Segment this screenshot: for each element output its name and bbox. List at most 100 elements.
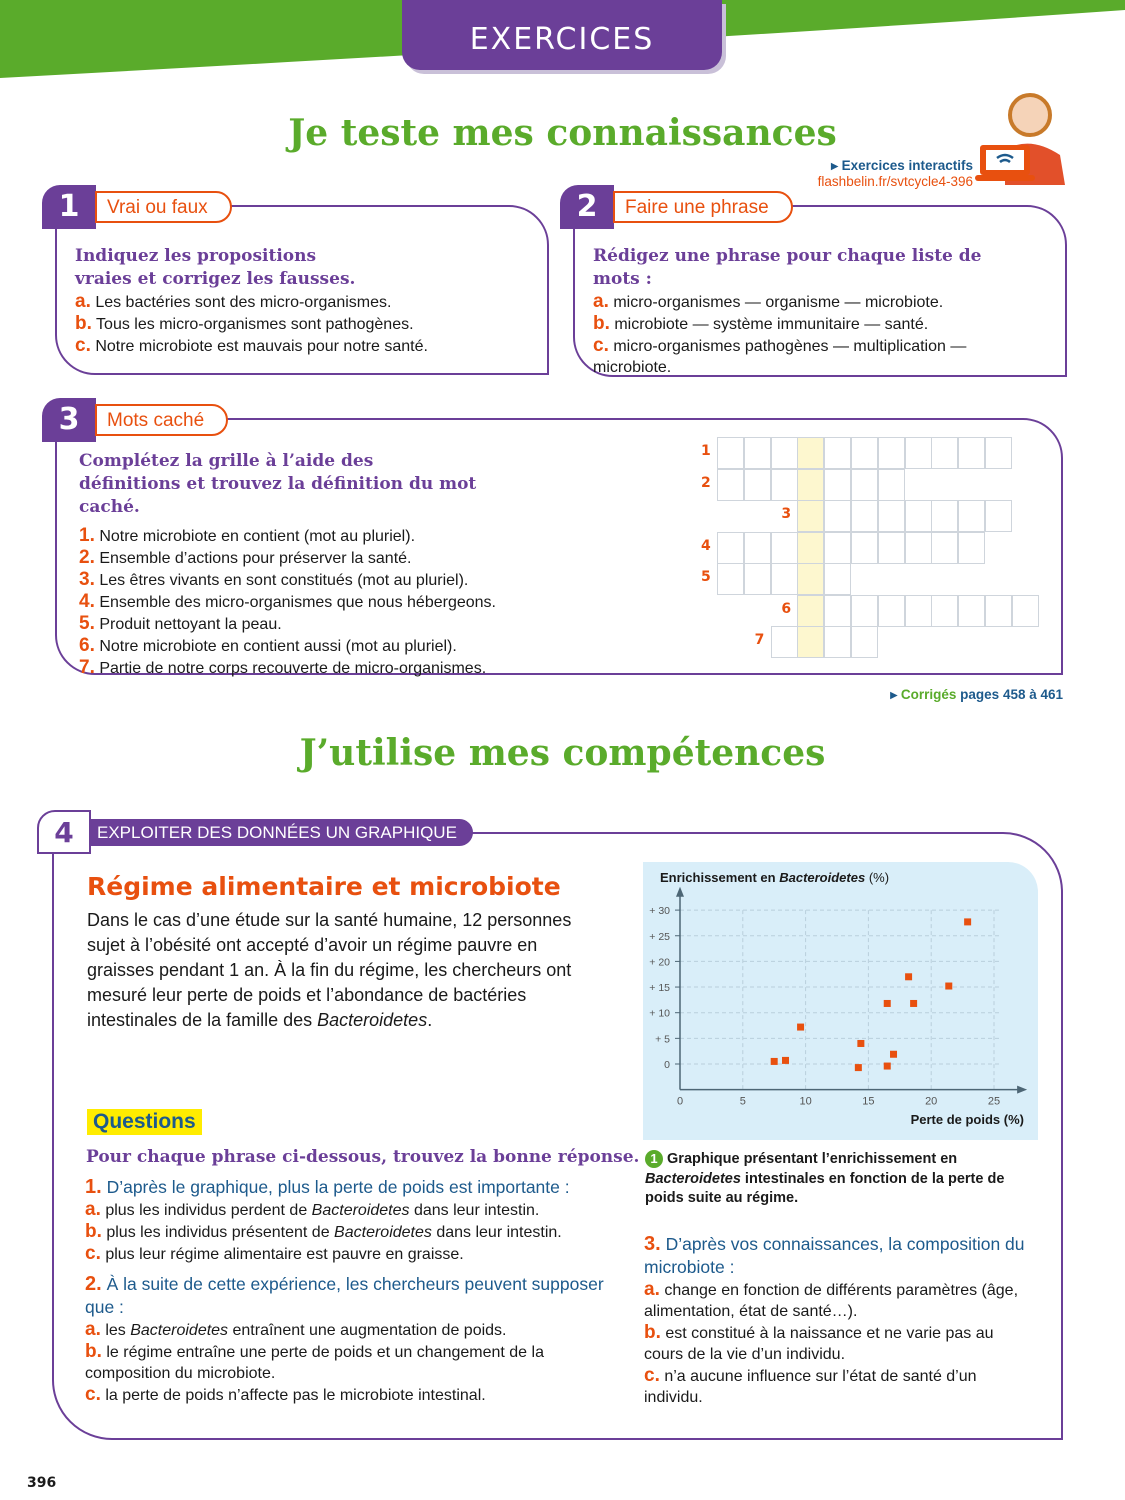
y-axis-arrow (676, 886, 684, 897)
list-item: a. micro-organismes — organisme — microb… (593, 291, 944, 312)
crossword-cell[interactable] (824, 563, 852, 595)
x-tick-label: 10 (799, 1096, 811, 1108)
crossword-cell[interactable] (824, 500, 852, 532)
crossword-cell[interactable] (824, 531, 852, 564)
crossword-cell[interactable] (770, 563, 798, 595)
answer-option[interactable]: c. la perte de poids n’affecte pas le mi… (85, 1384, 486, 1405)
crossword-cell[interactable] (770, 468, 798, 501)
crossword-cell[interactable] (824, 437, 852, 469)
answer-option[interactable]: a. les Bacteroidetes entraînent une augm… (85, 1319, 507, 1340)
crossword-cell[interactable] (797, 500, 825, 532)
crossword-cell[interactable] (824, 594, 852, 627)
x-tick-label: 20 (925, 1096, 937, 1108)
crossword-cell[interactable] (985, 437, 1012, 469)
crossword-cell[interactable] (851, 468, 878, 501)
crossword-cell[interactable] (743, 563, 771, 595)
play-arrow-icon: ▸ (890, 687, 901, 702)
crossword-cell[interactable] (985, 500, 1012, 532)
crossword-cell[interactable] (877, 594, 905, 627)
definition-item: 4. Ensemble des micro-organismes que nou… (79, 591, 496, 612)
scatter-chart-panel: Enrichissement en Bacteroidetes (%) Pert… (643, 862, 1038, 1140)
crossword-cell[interactable] (797, 437, 825, 469)
crossword-cell[interactable] (717, 468, 744, 501)
crossword-cell[interactable] (824, 626, 852, 658)
exercise-1-label: Vrai ou faux (95, 191, 232, 223)
y-tick-label: + 10 (649, 1008, 670, 1020)
crossword-cell[interactable] (1011, 594, 1039, 627)
list-item: b. Tous les micro-organismes sont pathog… (75, 313, 414, 334)
exercise-4-intro: Dans le cas d’une étude sur la santé hum… (87, 910, 572, 1030)
crossword-cell[interactable] (743, 531, 771, 564)
row-number: 2 (701, 474, 711, 491)
crossword-cell[interactable] (797, 468, 825, 501)
exercices-tab: EXERCICES (402, 0, 722, 70)
crossword-cell[interactable] (797, 531, 825, 564)
crossword-cell[interactable] (851, 594, 878, 627)
crossword-cell[interactable] (958, 500, 986, 532)
exercise-2-content: Rédigez une phrase pour chaque liste de … (593, 245, 1013, 378)
data-point (910, 999, 918, 1007)
crossword-cell[interactable] (797, 563, 825, 595)
crossword-cell[interactable] (904, 437, 932, 469)
crossword-cell[interactable] (904, 531, 932, 564)
exercise-1-content: Indiquez les propositions vraies et corr… (75, 245, 535, 357)
x-axis-label: Perte de poids (%) (910, 1112, 1024, 1127)
crossword-cell[interactable] (931, 437, 959, 469)
crossword-cell[interactable] (904, 500, 932, 532)
scatter-chart: 0 5 10 15 20 25 0 + 5 + 10 + 15 + 20 + 25 + 30 (649, 886, 1028, 1108)
exercise-2-box (573, 205, 1067, 377)
crossword-cell[interactable] (851, 626, 878, 658)
caption-number: 1 (645, 1150, 663, 1168)
x-axis-arrow (1017, 1085, 1028, 1094)
crossword-cell[interactable] (851, 531, 878, 564)
crossword-cell[interactable] (851, 437, 878, 469)
crossword-cell[interactable] (958, 437, 986, 469)
exercise-3-instruction: Complétez la grille à l’aide des définit… (79, 451, 477, 517)
corriges-link[interactable]: ▸ Corrigés pages 458 à 461 (890, 687, 1063, 703)
crossword-cell[interactable] (717, 563, 744, 595)
crossword-cell[interactable] (931, 500, 959, 532)
data-point (854, 1064, 862, 1072)
crossword-cell[interactable] (958, 531, 986, 564)
crossword-cell[interactable] (958, 594, 986, 627)
y-tick-label: 0 (664, 1059, 670, 1071)
crossword-cell[interactable] (743, 468, 771, 501)
y-tick-label: + 25 (649, 931, 670, 943)
answer-option[interactable]: c. n’a aucune influence sur l’état de sa… (644, 1365, 977, 1406)
crossword-cell[interactable] (770, 626, 798, 658)
crossword-cell[interactable] (743, 437, 771, 469)
definition-item: 2. Ensemble d’actions pour préserver la … (79, 547, 412, 568)
answer-option[interactable]: a. plus les individus perdent de Bactero… (85, 1199, 540, 1220)
crossword-cell[interactable] (877, 500, 905, 532)
answer-option[interactable]: c. plus leur régime alimentaire est pauv… (85, 1243, 464, 1264)
answer-option[interactable]: b. est constitué à la naissance et ne va… (644, 1322, 994, 1363)
crossword-cell[interactable] (985, 594, 1012, 627)
interactive-link[interactable]: flashbelin.fr/svtcycle4-396 (817, 174, 973, 189)
crossword-cell[interactable] (797, 594, 825, 627)
definition-item: 1. Notre microbiote en contient (mot au … (79, 525, 416, 546)
crossword-cell[interactable] (877, 531, 905, 564)
crossword-cell[interactable] (717, 437, 744, 469)
interactive-exercises[interactable]: ▸ Exercices interactifs flashbelin.fr/sv… (818, 158, 973, 190)
crossword-cell[interactable] (824, 468, 852, 501)
crossword-cell[interactable] (770, 437, 798, 469)
crossword-cell[interactable] (770, 531, 798, 564)
crossword-cell[interactable] (797, 626, 825, 658)
data-point (857, 1039, 865, 1047)
list-item: c. Notre microbiote est mauvais pour not… (75, 335, 428, 356)
crossword-cell[interactable] (851, 500, 878, 532)
answer-option[interactable]: b. plus les individus présentent de Bact… (85, 1221, 562, 1242)
y-tick-label: + 20 (649, 956, 670, 968)
data-point (945, 982, 953, 990)
row-number: 6 (781, 600, 792, 617)
row-number: 1 (701, 443, 711, 459)
crossword-cell[interactable] (931, 531, 959, 564)
answer-option[interactable]: a. change en fonction de différents para… (644, 1279, 1019, 1320)
crossword-cell[interactable] (877, 437, 905, 469)
crossword-cell[interactable] (904, 594, 932, 627)
answer-option[interactable]: b. le régime entraîne une perte de poids… (85, 1341, 544, 1382)
crossword-cell[interactable] (717, 531, 744, 564)
crossword-cell[interactable] (877, 468, 905, 501)
crossword-cell[interactable] (931, 594, 959, 627)
